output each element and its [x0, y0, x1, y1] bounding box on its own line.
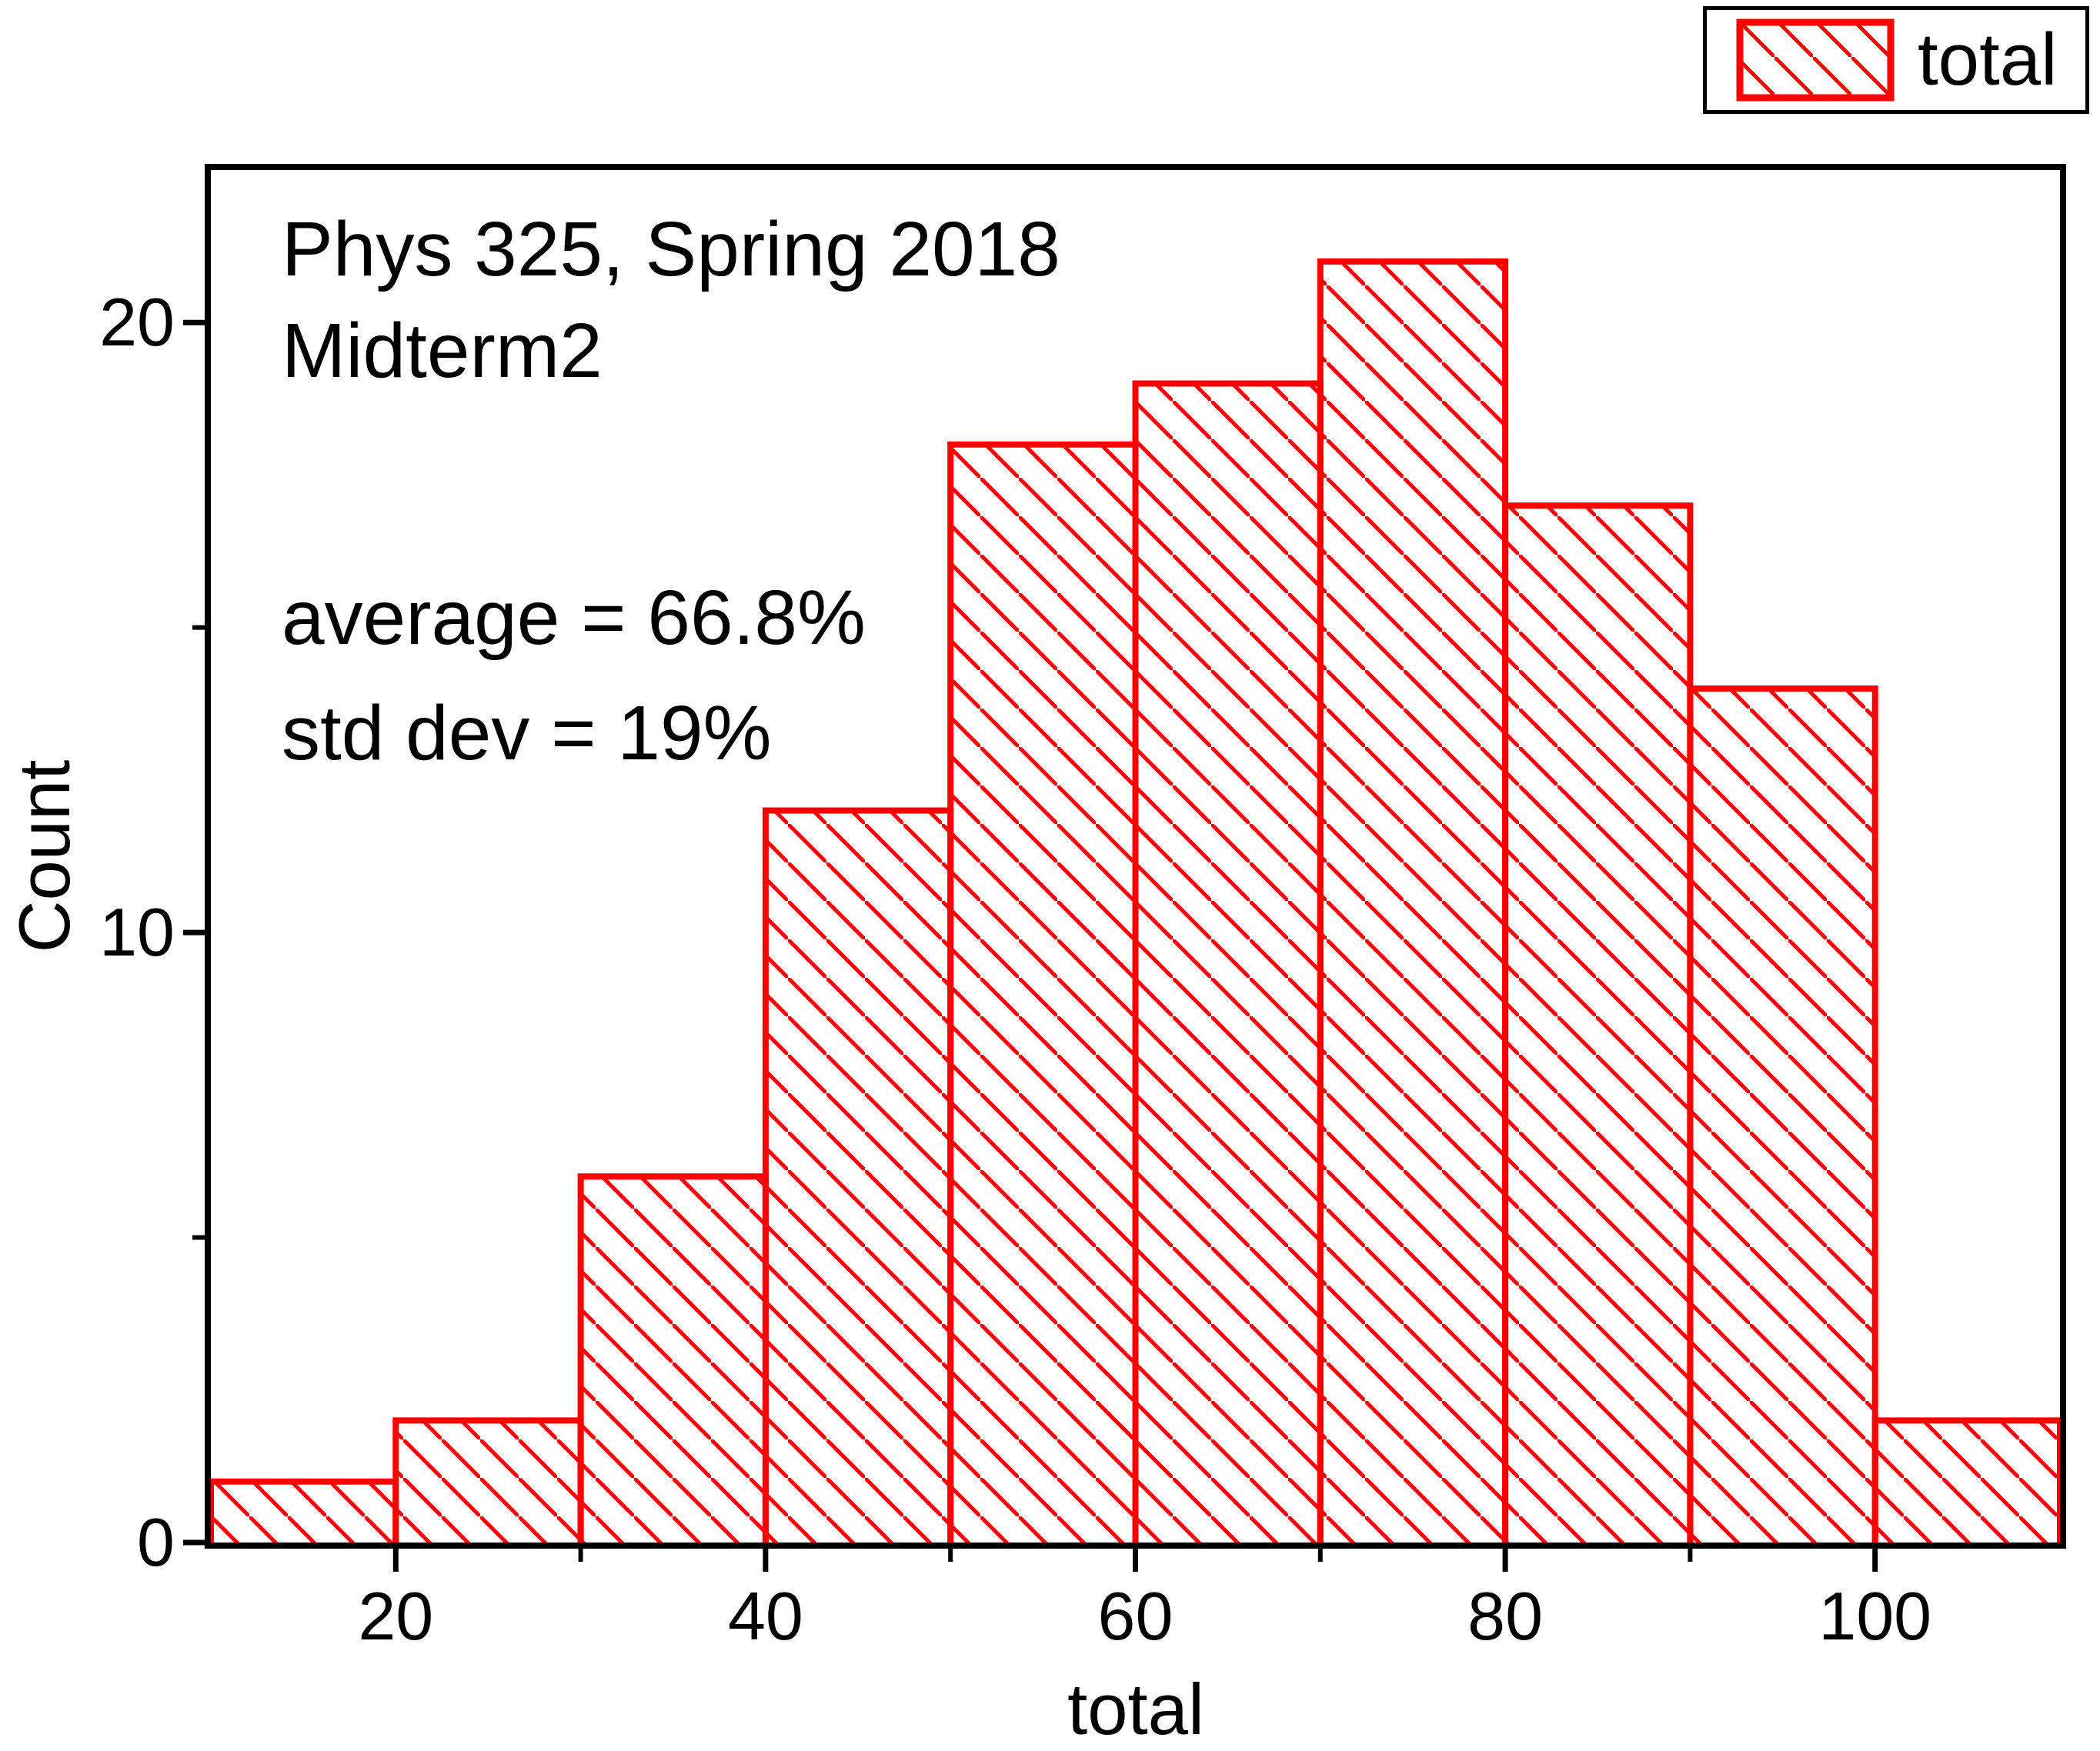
legend-swatch-hatch-icon — [1736, 18, 1895, 102]
y-tick-label-1: 10 — [99, 894, 175, 971]
x-tick-label-2: 60 — [1097, 1578, 1174, 1654]
x-tick-label-3: 80 — [1467, 1578, 1544, 1654]
annotation-stats-stddev: std dev = 19% — [282, 690, 772, 776]
histogram-bar — [577, 1173, 769, 1546]
annotation-title-line1: Phys 325, Spring 2018 — [282, 206, 1060, 292]
y-tick-label-0: 0 — [137, 1504, 175, 1580]
histogram-bar — [1871, 1417, 2063, 1546]
histogram-bar — [1687, 685, 1878, 1546]
x-axis-title: total — [1067, 1669, 1204, 1749]
histogram-bar — [947, 441, 1139, 1546]
legend-label: total — [1918, 18, 2058, 101]
legend-swatch-rect — [1736, 18, 1895, 102]
histogram-bar — [1317, 258, 1509, 1546]
x-tick-label-0: 20 — [358, 1578, 434, 1654]
plot-border — [205, 164, 2066, 1549]
histogram-bar — [208, 1478, 399, 1546]
histogram-bar — [762, 807, 954, 1546]
histogram-bar — [1502, 502, 1694, 1546]
y-tick-label-2: 20 — [99, 284, 175, 361]
legend: total — [1703, 6, 2089, 114]
x-tick-label-4: 100 — [1818, 1578, 1932, 1654]
y-axis-title: Count — [4, 759, 85, 953]
x-tick-label-1: 40 — [727, 1578, 803, 1654]
plot-annotation-title: Phys 325, Spring 2018 Midterm2 — [282, 198, 1060, 402]
histogram-bar — [1132, 380, 1324, 1546]
annotation-title-line2: Midterm2 — [282, 308, 603, 394]
histogram-bar — [392, 1417, 584, 1546]
plot-annotation-stats: average = 66.8% std dev = 19% — [282, 560, 866, 791]
annotation-stats-average: average = 66.8% — [282, 575, 866, 661]
